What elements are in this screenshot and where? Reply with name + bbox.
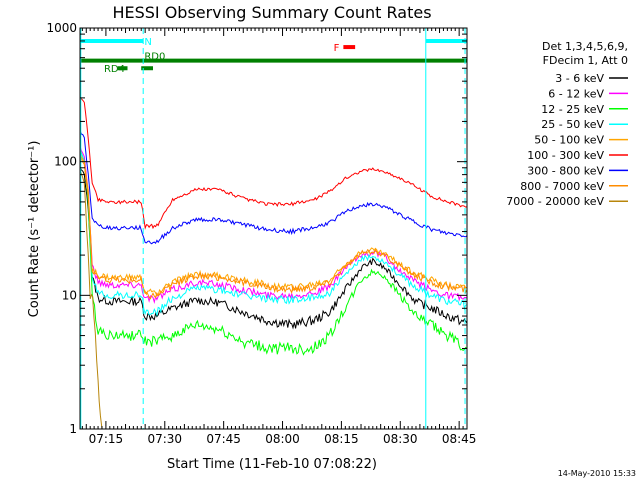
x-tick-label: 08:45 bbox=[442, 432, 477, 446]
series-line-100-300-kev bbox=[79, 97, 468, 230]
legend-label-3-6-kev: 3 - 6 keV bbox=[555, 72, 604, 85]
vertical-markers bbox=[80, 28, 466, 429]
overlay-label-rd0: RD0 bbox=[144, 52, 165, 63]
x-tick-label: 08:30 bbox=[383, 432, 418, 446]
x-tick-label: 08:15 bbox=[324, 432, 359, 446]
legend-label-50-100-kev: 50 - 100 keV bbox=[534, 134, 604, 147]
legend-label-6-12-kev: 6 - 12 keV bbox=[548, 87, 604, 100]
series-line-12-25-kev bbox=[79, 147, 468, 356]
series-lines bbox=[79, 97, 468, 430]
legend-label-300-800-kev: 300 - 800 keV bbox=[527, 164, 604, 177]
y-tick-label: 1000 bbox=[46, 21, 77, 35]
y-axis-label: Count Rate (s⁻¹ detector⁻¹) bbox=[27, 141, 42, 318]
legend-label-25-50-kev: 25 - 50 keV bbox=[541, 118, 604, 131]
y-tick-label: 1 bbox=[69, 422, 77, 436]
overlay-label-n: N bbox=[144, 37, 151, 48]
legend-label-800-7000-kev: 800 - 7000 keV bbox=[520, 180, 604, 193]
legend-label-12-25-kev: 12 - 25 keV bbox=[541, 103, 604, 116]
y-tick-label: 100 bbox=[54, 155, 77, 169]
plot-frame bbox=[79, 27, 468, 430]
series-line-300-800-kev bbox=[79, 129, 468, 245]
x-axis-label: Start Time (11-Feb-10 07:08:22) bbox=[167, 457, 377, 472]
overlay-bars: N RD4 RD0 F bbox=[80, 37, 467, 75]
chart-title: HESSI Observing Summary Count Rates bbox=[112, 3, 431, 22]
series-line-50-100-kev bbox=[79, 152, 468, 297]
x-tick-label: 07:45 bbox=[206, 432, 241, 446]
legend: 3 - 6 keV 6 - 12 keV 12 - 25 keV 25 - 50 ke… bbox=[506, 72, 628, 208]
overlay-label-rd4: RD4 bbox=[104, 64, 125, 75]
axes: 07:15 07:30 07:45 08:00 08:15 08:30 08:45 1 10 10… bbox=[46, 21, 476, 446]
footer-date: 14-May-2010 15:33 bbox=[558, 469, 636, 478]
series-line-800-7000-kev bbox=[79, 155, 468, 300]
legend-label-7000-20000-kev: 7000 - 20000 keV bbox=[506, 195, 604, 208]
y-tick-label: 10 bbox=[62, 288, 77, 302]
legend-header-line-1: Det 1,3,4,5,6,9, bbox=[542, 40, 628, 53]
x-tick-label: 07:30 bbox=[147, 432, 182, 446]
x-tick-label: 07:15 bbox=[89, 432, 124, 446]
x-tick-label: 08:00 bbox=[265, 432, 300, 446]
legend-header-line-2: FDecim 1, Att 0 bbox=[543, 54, 628, 67]
series-line-25-50-kev bbox=[79, 150, 468, 317]
overlay-label-f: F bbox=[334, 43, 340, 54]
series-line-3-6-kev bbox=[79, 166, 468, 330]
legend-label-100-300-kev: 100 - 300 keV bbox=[527, 149, 604, 162]
series-line-6-12-kev bbox=[79, 145, 468, 305]
